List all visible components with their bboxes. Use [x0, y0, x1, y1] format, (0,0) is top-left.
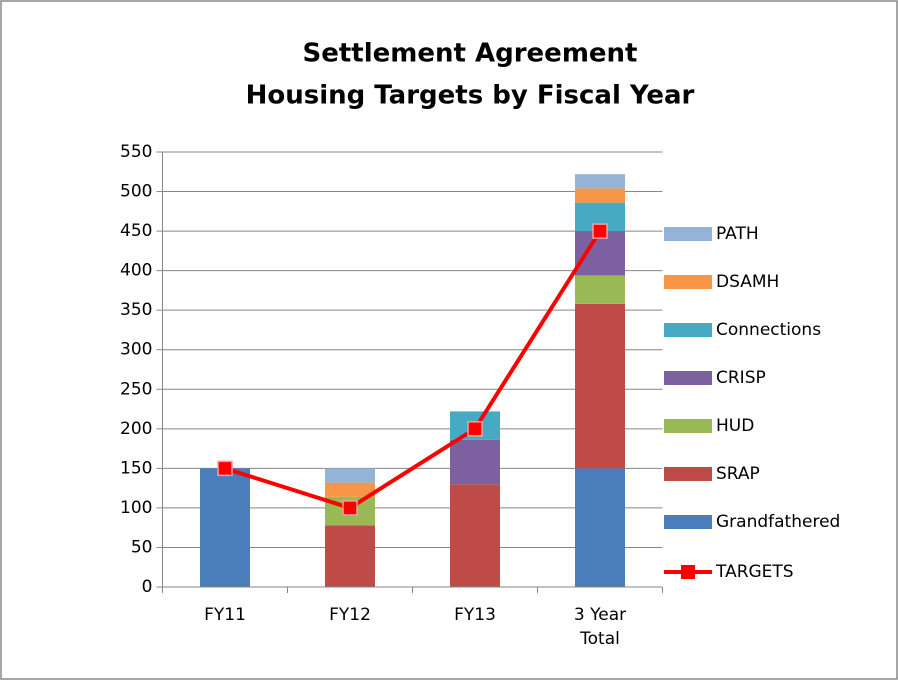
chart-title: Settlement Agreement — [303, 39, 638, 69]
legend-swatch — [664, 515, 712, 529]
y-tick-label: 150 — [120, 458, 152, 478]
legend-label: HUD — [716, 416, 754, 436]
x-tick-label: FY12 — [329, 605, 371, 625]
x-tick-label: FY13 — [454, 605, 496, 625]
y-tick-label: 300 — [120, 340, 152, 360]
x-tick-label: 3 Year Total — [573, 605, 627, 649]
legend-label: SRAP — [716, 464, 760, 484]
legend-swatch — [664, 275, 712, 289]
legend-marker — [681, 565, 695, 579]
y-tick-label: 0 — [142, 577, 153, 597]
bar-segment — [575, 468, 625, 587]
y-tick-label: 400 — [120, 261, 152, 281]
legend-label: PATH — [716, 224, 759, 244]
y-tick-label: 100 — [120, 498, 152, 518]
legend-label: TARGETS — [715, 562, 794, 582]
target-marker — [592, 223, 608, 239]
y-tick-label: 550 — [120, 142, 152, 162]
legend-label: DSAMH — [716, 272, 779, 292]
bar-segment — [450, 439, 500, 485]
bar-segment — [325, 468, 375, 483]
bar-segment — [575, 188, 625, 203]
y-tick-label: 200 — [120, 419, 152, 439]
bar-segment — [575, 303, 625, 469]
bar-segment — [325, 482, 375, 497]
y-tick-label: 450 — [120, 221, 152, 241]
bar-segment — [325, 525, 375, 587]
y-tick-label: 500 — [120, 182, 152, 202]
bar-segment — [450, 484, 500, 587]
target-line — [224, 230, 602, 511]
legend-swatch — [664, 323, 712, 337]
chart-title: Housing Targets by Fiscal Year — [246, 81, 695, 111]
y-tick-label: 350 — [120, 300, 152, 320]
target-marker — [467, 421, 483, 437]
legend-label: CRISP — [716, 368, 766, 388]
legend-label: Grandfathered — [716, 512, 840, 532]
bar-segment — [200, 468, 250, 587]
x-tick-label: FY11 — [204, 605, 246, 625]
bar-segment — [575, 275, 625, 304]
y-tick-label: 50 — [131, 537, 153, 557]
legend-swatch — [664, 467, 712, 481]
target-marker — [342, 500, 358, 516]
legend-label: Connections — [716, 320, 821, 340]
target-marker — [217, 460, 233, 477]
legend-swatch — [664, 371, 712, 385]
y-tick-label: 250 — [120, 379, 152, 399]
legend-swatch — [664, 419, 712, 433]
bar-segment — [575, 174, 625, 189]
legend-swatch — [664, 227, 712, 241]
